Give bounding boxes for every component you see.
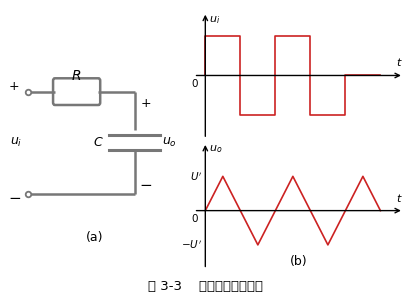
Text: $R$: $R$ bbox=[71, 69, 82, 83]
Text: (a): (a) bbox=[86, 231, 103, 244]
Text: $+$: $+$ bbox=[9, 80, 20, 93]
Text: 0: 0 bbox=[192, 213, 198, 223]
Text: 0: 0 bbox=[192, 79, 198, 89]
Text: $t$: $t$ bbox=[396, 192, 403, 204]
Text: $t$: $t$ bbox=[396, 56, 403, 68]
Text: (b): (b) bbox=[290, 255, 307, 268]
Text: $u_i$: $u_i$ bbox=[209, 14, 220, 26]
Text: $C$: $C$ bbox=[93, 136, 104, 149]
Text: 图 3-3    积分电路及其波形: 图 3-3 积分电路及其波形 bbox=[148, 280, 264, 293]
Text: $u_o$: $u_o$ bbox=[162, 136, 177, 149]
Text: $-$: $-$ bbox=[7, 189, 21, 204]
Text: $u_i$: $u_i$ bbox=[9, 136, 22, 149]
Text: $-$: $-$ bbox=[139, 176, 152, 192]
Text: $U'$: $U'$ bbox=[190, 170, 202, 183]
Text: $+$: $+$ bbox=[140, 97, 151, 110]
Text: $-U'$: $-U'$ bbox=[181, 239, 202, 251]
Text: $u_o$: $u_o$ bbox=[209, 143, 222, 155]
